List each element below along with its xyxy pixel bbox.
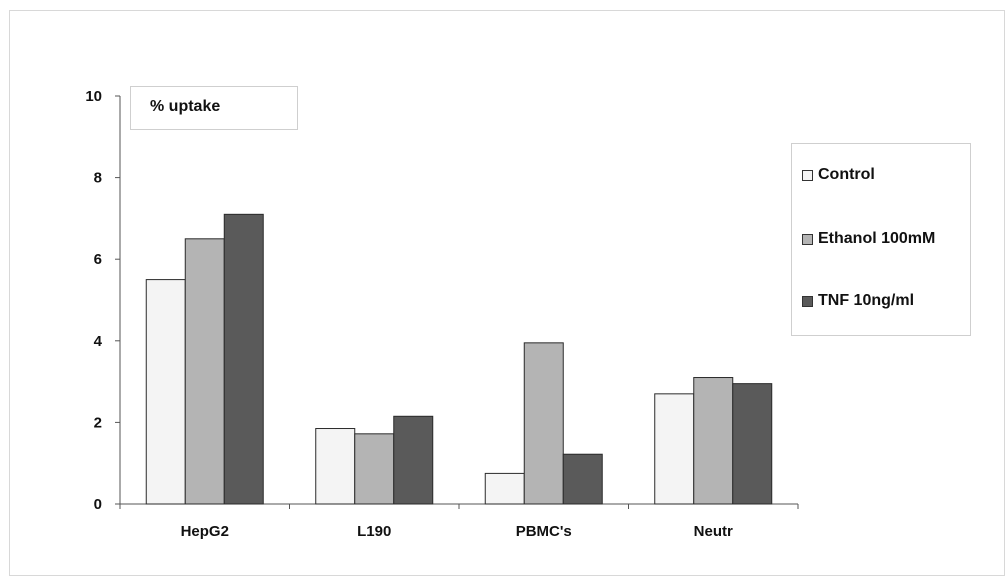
bar-pbmcs-series-0: [484, 472, 525, 505]
x-tick-label: PBMC's: [516, 523, 572, 540]
legend-swatch-ethanol: [802, 233, 813, 245]
legend-item-tnf: TNF 10ng/ml: [802, 292, 914, 310]
legend-item-ethanol: Ethanol 100mM: [802, 230, 935, 248]
bar-l190-series-1: [354, 433, 395, 505]
y-tick-label: 0: [94, 496, 102, 513]
bar-hepg2-series-1: [184, 238, 225, 505]
bar-hepg2-series-0: [145, 279, 186, 505]
y-tick-label: 2: [94, 414, 102, 431]
y-axis-label: % uptake: [150, 98, 221, 115]
bars: [145, 213, 773, 505]
x-tick-labels: HepG2 L190 PBMC's Neutr: [181, 523, 733, 540]
legend-item-control: Control: [802, 166, 875, 184]
legend-swatch-tnf: [802, 295, 813, 307]
legend-label-ethanol: Ethanol 100mM: [818, 230, 936, 247]
bar-neutr-series-1: [693, 377, 734, 505]
x-tick-label: HepG2: [181, 523, 229, 540]
legend-label-control: Control: [818, 166, 875, 183]
x-tick-label: L190: [357, 523, 391, 540]
legend: Control Ethanol 100mM TNF 10ng/ml: [791, 143, 971, 336]
x-tick-label: Neutr: [694, 523, 733, 540]
bar-hepg2-series-2: [223, 213, 264, 505]
legend-swatch-control: [802, 169, 813, 181]
bar-l190-series-2: [393, 415, 434, 505]
bar-neutr-series-2: [732, 383, 773, 505]
bar-neutr-series-0: [654, 393, 695, 505]
y-tick-label: 4: [94, 333, 103, 350]
legend-label-tnf: TNF 10ng/ml: [818, 292, 915, 309]
bar-pbmcs-series-1: [523, 342, 564, 505]
y-tick-label: 8: [94, 170, 102, 187]
y-tick-label: 6: [94, 251, 102, 268]
y-axis-label-box: % uptake: [130, 86, 298, 130]
y-tick-label: 10: [85, 88, 102, 105]
bar-pbmcs-series-2: [562, 453, 603, 505]
y-tick-labels: 0 2 4 6 8 10: [85, 88, 102, 513]
bar-l190-series-0: [315, 428, 356, 505]
